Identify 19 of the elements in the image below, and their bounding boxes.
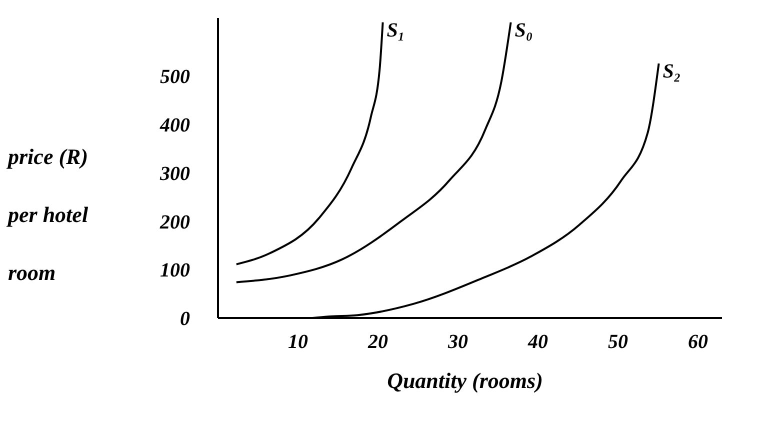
- x-tick-label: 20: [367, 331, 388, 354]
- x-tick-label: 40: [527, 331, 548, 354]
- x-tick-label: 30: [447, 331, 468, 354]
- y-tick-label: 500: [160, 66, 190, 88]
- text: price (R) per hotel room: [8, 144, 88, 285]
- y-tick-label: 0: [180, 308, 190, 330]
- line-series: [235, 21, 384, 266]
- y-tick-label: 100: [160, 260, 190, 282]
- line-series: [235, 21, 512, 284]
- series-label: S₂: [662, 60, 681, 82]
- x-tick-label: 60: [688, 331, 708, 354]
- x-tick-label: 50: [608, 331, 628, 354]
- series-label: S₁: [386, 19, 405, 42]
- series-label: S₀: [514, 19, 533, 42]
- x-axis-title: Quantity (rooms): [386, 368, 544, 394]
- y-tick-label: 300: [159, 162, 190, 185]
- x-tick-label: 10: [288, 331, 308, 354]
- y-tick-label: 200: [159, 211, 190, 234]
- y-tick-label: 400: [159, 114, 190, 137]
